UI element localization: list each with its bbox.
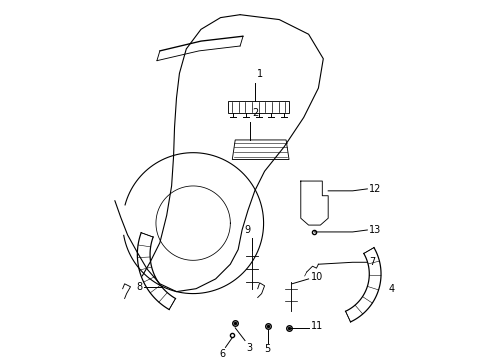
Text: 4: 4: [389, 284, 395, 294]
Text: 10: 10: [311, 272, 323, 282]
Text: 1: 1: [257, 69, 263, 79]
Text: 12: 12: [369, 184, 382, 194]
Text: 9: 9: [245, 225, 251, 235]
Text: 6: 6: [220, 349, 225, 359]
Text: 2: 2: [252, 108, 258, 118]
Text: 8: 8: [136, 282, 142, 292]
Text: 3: 3: [246, 342, 252, 352]
Text: 7: 7: [369, 257, 375, 267]
Text: 5: 5: [265, 345, 270, 355]
Text: 11: 11: [311, 321, 323, 331]
Bar: [228, 101, 289, 113]
Text: 13: 13: [369, 225, 382, 235]
